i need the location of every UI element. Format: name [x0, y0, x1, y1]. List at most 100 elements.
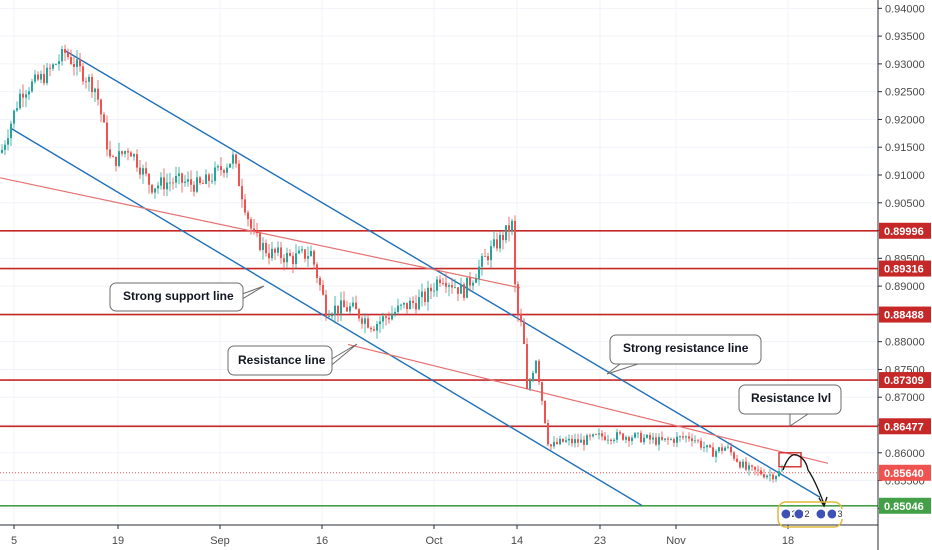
candle-body: [148, 173, 150, 185]
price-badge-label: 0.85046: [884, 501, 924, 513]
candle-body: [319, 278, 321, 286]
candle-body: [781, 470, 783, 472]
candle-body: [283, 258, 285, 263]
candle-body: [628, 437, 630, 441]
candle-body: [763, 474, 765, 478]
candle-body: [526, 344, 528, 389]
candle-body: [619, 432, 621, 434]
candle-body: [529, 380, 531, 389]
candle-body: [172, 182, 174, 184]
x-tick-label: Sep: [210, 535, 230, 547]
y-tick-label: 0.88000: [885, 337, 925, 349]
candle-body: [523, 321, 525, 345]
candle-body: [598, 433, 600, 435]
candle-body: [262, 242, 264, 251]
price-badge-label: 0.85640: [884, 468, 924, 480]
candle-body: [31, 81, 33, 92]
candle-body: [94, 88, 96, 93]
callout-box: [609, 334, 762, 365]
candle-body: [652, 437, 654, 440]
candle-body: [259, 233, 261, 251]
candle-body: [85, 81, 87, 83]
candle-body: [379, 321, 381, 325]
candle-body: [589, 435, 591, 437]
candle-body: [124, 151, 126, 154]
candle-body: [574, 439, 576, 444]
candle-body: [577, 439, 579, 443]
candle-body: [553, 441, 555, 447]
candle-body: [436, 279, 438, 291]
candle-body: [757, 469, 759, 471]
candle-body: [277, 247, 279, 253]
candle-body: [337, 305, 339, 314]
candle-body: [736, 458, 738, 462]
candle-body: [517, 284, 519, 314]
flag-icon: [780, 508, 792, 520]
candle-body: [769, 474, 771, 476]
callout-label: Resistance lvl: [751, 391, 831, 405]
candle-body: [718, 447, 720, 452]
candle-body: [352, 302, 354, 307]
candle-body: [730, 446, 732, 453]
candle-body: [565, 440, 567, 442]
candle-body: [694, 440, 696, 442]
candle-body: [637, 432, 639, 434]
candle-body: [481, 256, 483, 267]
candle-body: [145, 168, 147, 174]
x-tick-label: 5: [11, 535, 17, 547]
candle-body: [274, 248, 276, 253]
x-tick-label: 23: [594, 535, 606, 547]
candle-body: [370, 327, 372, 330]
candle-body: [382, 316, 384, 322]
candle-body: [385, 316, 387, 318]
candle-body: [742, 461, 744, 468]
candle-body: [367, 318, 369, 328]
candle-body: [463, 284, 465, 298]
candle-body: [544, 400, 546, 424]
candle-body: [610, 439, 612, 441]
candle-body: [616, 432, 618, 440]
candle-body: [37, 74, 39, 80]
candle-body: [43, 73, 45, 84]
candle-body: [91, 76, 93, 93]
x-tick-label: Nov: [666, 535, 686, 547]
candle-body: [64, 49, 66, 53]
price-badge-label: 0.88488: [884, 310, 924, 322]
y-tick-label: 0.93500: [885, 31, 925, 43]
price-badge: [879, 260, 931, 277]
candle-body: [751, 465, 753, 467]
candle-body: [634, 433, 636, 438]
candle-body: [49, 67, 51, 69]
candle-body: [397, 305, 399, 312]
price-badge-label: 0.86477: [884, 421, 924, 433]
candle-body: [676, 436, 678, 443]
time-axis-bg: [0, 525, 878, 550]
candle-body: [415, 303, 417, 310]
candle-body: [682, 436, 684, 438]
candle-body: [19, 93, 21, 109]
event-count: 3: [837, 509, 842, 519]
candle-body: [358, 309, 360, 319]
candle-body: [73, 63, 75, 67]
event-count: 2: [804, 509, 809, 519]
trend-line-resistance: [347, 343, 829, 464]
candle-body: [211, 180, 213, 182]
y-tick-label: 0.86000: [885, 448, 925, 460]
candle-body: [109, 149, 111, 157]
candle-body: [673, 439, 675, 443]
candle-body: [139, 167, 141, 175]
candle-body: [412, 300, 414, 304]
candle-body: [10, 123, 12, 139]
candle-body: [469, 277, 471, 286]
candle-body: [583, 439, 585, 445]
candle-body: [355, 302, 357, 310]
candle-body: [325, 294, 327, 317]
candle-body: [460, 284, 462, 294]
channel-upper-line: [63, 49, 821, 498]
candle-body: [346, 307, 348, 312]
price-badge-label: 0.87309: [884, 375, 924, 387]
candle-body: [475, 278, 477, 283]
candle-body: [55, 64, 57, 65]
